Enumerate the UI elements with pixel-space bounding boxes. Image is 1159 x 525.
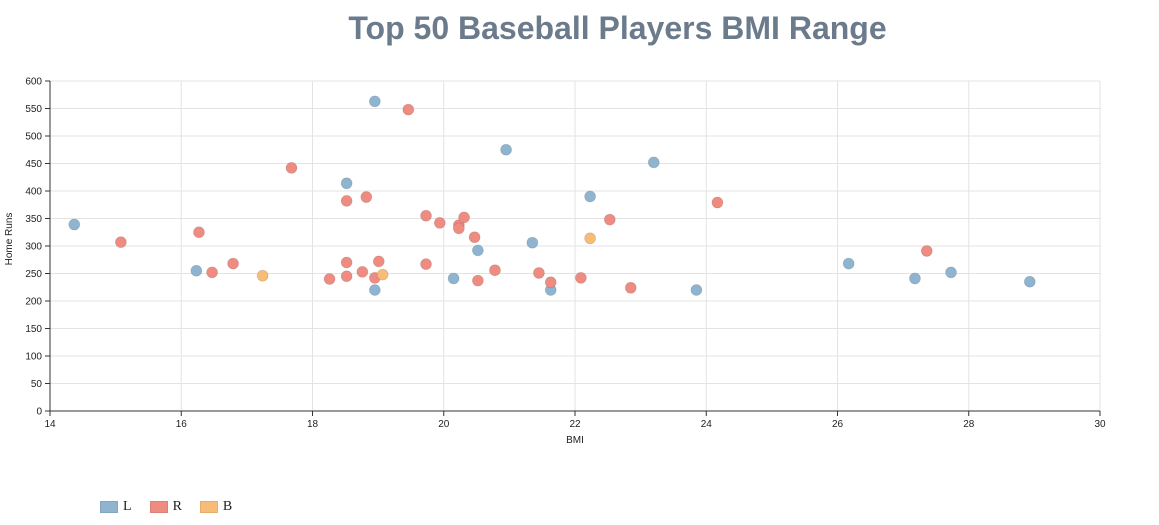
y-tick-label: 400 xyxy=(25,187,42,198)
legend-swatch xyxy=(149,501,168,513)
data-point-L[interactable] xyxy=(526,236,539,249)
data-point-R[interactable] xyxy=(227,257,239,270)
legend-item-L[interactable]: L xyxy=(100,499,132,515)
data-point-R[interactable] xyxy=(402,103,415,116)
y-tick-label: 100 xyxy=(25,352,42,363)
y-tick-label: 300 xyxy=(25,242,42,253)
y-tick-label: 450 xyxy=(25,159,42,170)
data-point-L[interactable] xyxy=(1023,275,1036,288)
y-axis-title: Home Runs xyxy=(4,213,15,266)
data-point-L[interactable] xyxy=(647,156,660,169)
data-point-R[interactable] xyxy=(420,258,432,271)
data-point-L[interactable] xyxy=(190,264,203,277)
y-tick-label: 350 xyxy=(25,214,42,225)
data-point-R[interactable] xyxy=(372,255,385,268)
legend-label: R xyxy=(172,499,182,514)
legend-label: B xyxy=(222,499,233,514)
data-point-L[interactable] xyxy=(368,284,381,296)
data-point-R[interactable] xyxy=(206,266,218,279)
data-point-L[interactable] xyxy=(340,177,353,190)
data-point-R[interactable] xyxy=(340,194,353,207)
x-tick-label: 24 xyxy=(701,419,713,430)
x-tick-label: 26 xyxy=(832,419,844,430)
y-tick-label: 0 xyxy=(36,407,42,418)
chart-title: Top 50 Baseball Players BMI Range xyxy=(348,10,887,46)
y-tick-label: 600 xyxy=(25,77,42,88)
y-tick-label: 200 xyxy=(25,297,42,308)
data-point-L[interactable] xyxy=(690,284,703,296)
data-point-R[interactable] xyxy=(340,270,353,283)
data-point-B[interactable] xyxy=(376,268,389,281)
legend-item-R[interactable]: R xyxy=(149,499,182,515)
data-point-L[interactable] xyxy=(500,143,512,156)
x-axis-title: BMI xyxy=(566,435,584,446)
y-tick-label: 500 xyxy=(25,132,42,143)
data-point-L[interactable] xyxy=(842,257,855,270)
data-point-L[interactable] xyxy=(584,190,596,203)
data-point-R[interactable] xyxy=(471,274,484,287)
data-point-L[interactable] xyxy=(368,95,381,108)
data-point-L[interactable] xyxy=(447,272,460,285)
legend-swatch xyxy=(199,501,218,513)
x-tick-label: 14 xyxy=(44,419,56,430)
axes: 0 50 100 150 200 250 300 350 400 450 500 550 600 14 16… xyxy=(25,77,1106,431)
legend-label: L xyxy=(123,499,132,514)
data-point-R[interactable] xyxy=(575,271,587,284)
data-point-R[interactable] xyxy=(711,196,724,209)
data-point-L[interactable] xyxy=(471,244,484,257)
data-point-R[interactable] xyxy=(489,264,501,277)
data-point-L[interactable] xyxy=(68,218,81,231)
x-tick-label: 28 xyxy=(963,419,975,430)
data-point-R[interactable] xyxy=(323,273,336,285)
y-tick-label: 250 xyxy=(25,269,42,280)
x-tick-label: 18 xyxy=(307,419,319,430)
y-tick-label: 50 xyxy=(31,379,43,390)
x-tick-label: 22 xyxy=(569,419,581,430)
data-point-R[interactable] xyxy=(458,211,470,224)
data-point-R[interactable] xyxy=(285,161,298,174)
x-tick-label: 20 xyxy=(438,419,450,430)
y-tick-label: 150 xyxy=(25,324,42,335)
data-point-R[interactable] xyxy=(624,281,637,294)
data-point-R[interactable] xyxy=(544,276,557,289)
data-point-R[interactable] xyxy=(193,226,205,239)
data-point-R[interactable] xyxy=(603,213,616,226)
data-point-R[interactable] xyxy=(114,236,127,249)
data-point-R[interactable] xyxy=(452,222,465,235)
data-point-R[interactable] xyxy=(356,265,369,278)
data-point-R[interactable] xyxy=(420,209,432,222)
grid-lines xyxy=(49,80,1101,412)
data-point-B[interactable] xyxy=(256,269,269,282)
data-point-L[interactable] xyxy=(909,272,921,285)
data-point-R[interactable] xyxy=(340,256,353,269)
x-tick-label: 16 xyxy=(176,419,188,430)
data-point-R[interactable] xyxy=(920,245,933,257)
legend-swatch xyxy=(100,501,118,513)
legend-item-B[interactable]: B xyxy=(199,499,233,515)
data-point-R[interactable] xyxy=(533,267,545,279)
data-point-R[interactable] xyxy=(468,231,481,244)
data-point-R[interactable] xyxy=(433,216,446,229)
data-point-R[interactable] xyxy=(360,191,373,203)
data-points xyxy=(68,95,1036,296)
data-point-L[interactable] xyxy=(945,266,957,279)
y-tick-label: 550 xyxy=(25,104,42,115)
data-point-B[interactable] xyxy=(584,232,596,245)
x-tick-label: 30 xyxy=(1094,419,1106,430)
